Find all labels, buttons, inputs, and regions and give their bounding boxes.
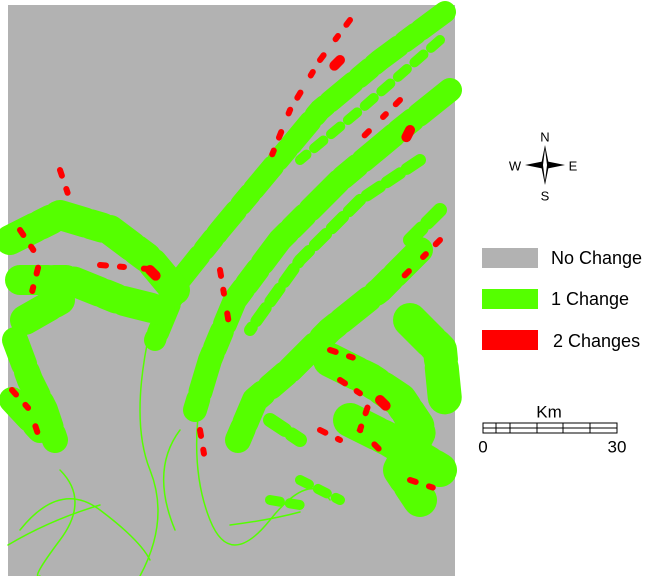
scale-end: 30 bbox=[608, 437, 627, 456]
scale-start: 0 bbox=[478, 437, 487, 456]
scale-unit: Km bbox=[536, 402, 562, 421]
legend-label: No Change bbox=[551, 248, 642, 268]
compass-east: E bbox=[569, 158, 578, 173]
change-map bbox=[8, 5, 455, 576]
legend: No Change 1 Change 2 Changes bbox=[482, 248, 642, 351]
scale-bar: Km 0 30 bbox=[478, 402, 626, 456]
legend-swatch bbox=[482, 248, 538, 268]
map-figure: N E S W No Change 1 Change 2 Changes Km … bbox=[0, 0, 648, 576]
north-arrow: N E S W bbox=[509, 129, 578, 203]
compass-west: W bbox=[509, 158, 522, 173]
legend-swatch bbox=[482, 330, 538, 350]
legend-label: 1 Change bbox=[551, 289, 629, 309]
legend-label: 2 Changes bbox=[553, 331, 640, 351]
legend-swatch bbox=[482, 289, 538, 309]
compass-north: N bbox=[540, 129, 549, 144]
compass-south: S bbox=[541, 188, 550, 203]
